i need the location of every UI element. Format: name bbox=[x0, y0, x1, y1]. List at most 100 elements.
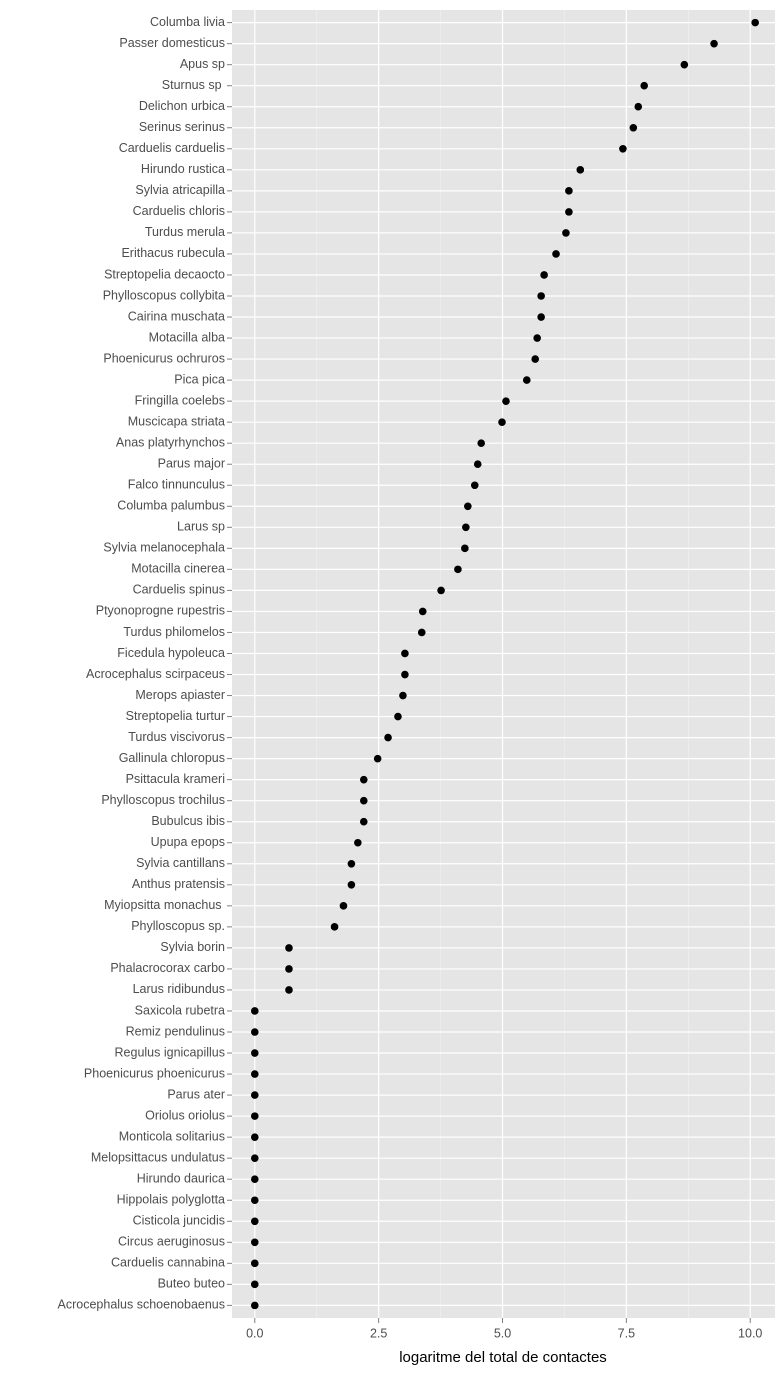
point bbox=[477, 439, 486, 447]
point bbox=[250, 1196, 259, 1205]
x-tick-label: 2.5 bbox=[370, 1326, 387, 1340]
y-tick-label: Carduelis carduelis bbox=[119, 141, 225, 155]
point bbox=[359, 775, 368, 784]
point bbox=[250, 1007, 259, 1015]
x-tick-label: 0.0 bbox=[246, 1326, 263, 1340]
y-tick-label: Anthus pratensis bbox=[132, 877, 225, 891]
y-tick-label: Hippolais polyglotta bbox=[117, 1193, 225, 1207]
point bbox=[250, 1301, 259, 1310]
point bbox=[619, 144, 627, 153]
y-tick-label: Sylvia melanocephala bbox=[103, 541, 225, 555]
y-tick-label: Sturnus sp bbox=[162, 78, 225, 92]
point bbox=[250, 1217, 259, 1226]
y-tick-label: Carduelis cannabina bbox=[111, 1256, 225, 1270]
point bbox=[250, 1112, 259, 1120]
point bbox=[250, 1091, 259, 1099]
point bbox=[250, 1133, 259, 1141]
point bbox=[461, 544, 469, 553]
y-tick-label: Circus aeruginosus bbox=[118, 1235, 225, 1249]
y-tick-label: Sylvia borin bbox=[160, 940, 225, 954]
y-tick-label: Carduelis chloris bbox=[133, 204, 225, 218]
x-tick-label: 10.0 bbox=[738, 1326, 762, 1340]
point bbox=[562, 229, 570, 237]
point bbox=[401, 670, 409, 679]
y-tick-label: Saxicola rubetra bbox=[135, 1003, 225, 1017]
point bbox=[401, 649, 409, 658]
y-tick-label: Falco tinnunculus bbox=[128, 478, 225, 492]
y-tick-label: Larus sp bbox=[177, 520, 225, 534]
y-tick-label: Phylloscopus collybita bbox=[103, 288, 225, 302]
y-tick-label: Turdus philomelos bbox=[123, 625, 225, 639]
point bbox=[359, 817, 368, 826]
y-tick-label: Columba livia bbox=[150, 15, 225, 29]
point bbox=[565, 208, 573, 216]
y-tick-label: Columba palumbus bbox=[117, 499, 225, 513]
point bbox=[250, 1175, 259, 1184]
y-tick-label: Larus ridibundus bbox=[133, 982, 225, 996]
y-tick-label: Motacilla cinerea bbox=[131, 562, 225, 576]
y-tick-label: Serinus serinus bbox=[139, 120, 225, 134]
y-tick-label: Streptopelia turtur bbox=[126, 709, 225, 723]
panel bbox=[232, 10, 775, 1318]
point bbox=[250, 1259, 259, 1268]
y-tick-label: Acrocephalus schoenobaenus bbox=[58, 1298, 225, 1312]
y-tick-label: Remiz pendulinus bbox=[126, 1024, 225, 1038]
y-tick-label: Hirundo rustica bbox=[141, 162, 225, 176]
x-tick-label: 5.0 bbox=[494, 1326, 511, 1340]
point bbox=[250, 1154, 259, 1162]
y-tick-label: Sylvia cantillans bbox=[136, 856, 225, 870]
point bbox=[540, 271, 548, 279]
point bbox=[680, 60, 689, 69]
point bbox=[250, 1238, 259, 1247]
y-tick-label: Buteo buteo bbox=[158, 1277, 225, 1291]
y-tick-label: Fringilla coelebs bbox=[135, 393, 225, 407]
y-tick-label: Acrocephalus scirpaceus bbox=[86, 667, 225, 681]
point bbox=[330, 923, 339, 931]
y-tick-label: Cisticola juncidis bbox=[133, 1214, 225, 1228]
y-tick-label: Delichon urbica bbox=[139, 99, 225, 113]
point bbox=[565, 187, 573, 195]
point bbox=[552, 250, 560, 258]
x-tick-label: 7.5 bbox=[618, 1326, 635, 1340]
point bbox=[359, 796, 368, 805]
point bbox=[473, 460, 482, 469]
point bbox=[710, 39, 718, 48]
y-tick-label: Carduelis spinus bbox=[133, 583, 225, 597]
y-tick-label: Turdus merula bbox=[145, 225, 225, 239]
point bbox=[470, 481, 479, 490]
point bbox=[384, 733, 392, 742]
y-tick-label: Hirundo daurica bbox=[137, 1172, 225, 1186]
point bbox=[418, 607, 427, 616]
y-tick-label: Apus sp bbox=[180, 57, 225, 71]
point bbox=[498, 418, 506, 426]
y-tick-label: Regulus ignicapillus bbox=[115, 1045, 225, 1059]
point bbox=[285, 986, 293, 994]
y-tick-label: Erithacus rubecula bbox=[121, 246, 225, 260]
point bbox=[347, 881, 356, 889]
point bbox=[250, 1028, 259, 1036]
y-tick-label: Merops apiaster bbox=[135, 688, 225, 702]
point bbox=[531, 355, 540, 363]
point bbox=[576, 166, 585, 174]
y-tick-label: Bubulcus ibis bbox=[151, 814, 225, 828]
point bbox=[629, 123, 638, 132]
y-tick-label: Parus major bbox=[158, 457, 225, 471]
y-tick-label: Phoenicurus ochruros bbox=[103, 351, 225, 365]
y-tick-label: Melopsittacus undulatus bbox=[91, 1150, 225, 1164]
point bbox=[399, 691, 407, 700]
point bbox=[634, 102, 643, 111]
y-tick-label: Turdus viscivorus bbox=[128, 730, 225, 744]
y-tick-label: Phoenicurus phoenicurus bbox=[84, 1066, 225, 1080]
point bbox=[250, 1280, 259, 1289]
y-tick-label: Cairina muschata bbox=[128, 309, 225, 323]
y-tick-label: Upupa epops bbox=[151, 835, 225, 849]
point bbox=[522, 376, 531, 384]
point bbox=[533, 334, 541, 342]
point bbox=[537, 292, 545, 300]
y-tick-label: Motacilla alba bbox=[149, 330, 225, 344]
point bbox=[464, 502, 472, 511]
y-tick-label: Streptopelia decaocto bbox=[104, 267, 225, 281]
y-tick-label: Monticola solitarius bbox=[119, 1129, 225, 1143]
